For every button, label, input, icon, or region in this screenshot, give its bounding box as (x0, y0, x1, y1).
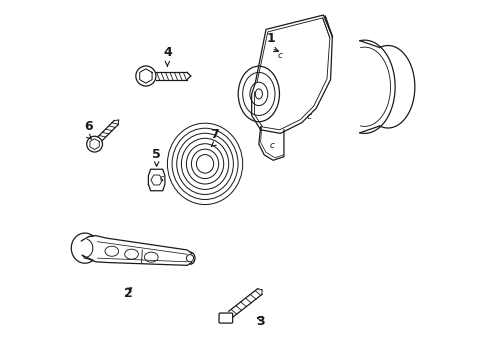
Ellipse shape (105, 246, 119, 256)
Text: c: c (277, 51, 282, 60)
Text: 5: 5 (152, 148, 161, 162)
Text: c: c (306, 112, 311, 121)
Text: 1: 1 (266, 32, 275, 45)
Ellipse shape (124, 249, 138, 259)
Text: 4: 4 (163, 46, 171, 59)
Text: c: c (159, 174, 163, 183)
Text: 3: 3 (256, 315, 264, 328)
Text: 7: 7 (209, 128, 218, 141)
Text: 2: 2 (123, 287, 132, 300)
Text: 6: 6 (84, 120, 93, 133)
Text: c: c (269, 141, 274, 150)
Ellipse shape (144, 252, 158, 262)
